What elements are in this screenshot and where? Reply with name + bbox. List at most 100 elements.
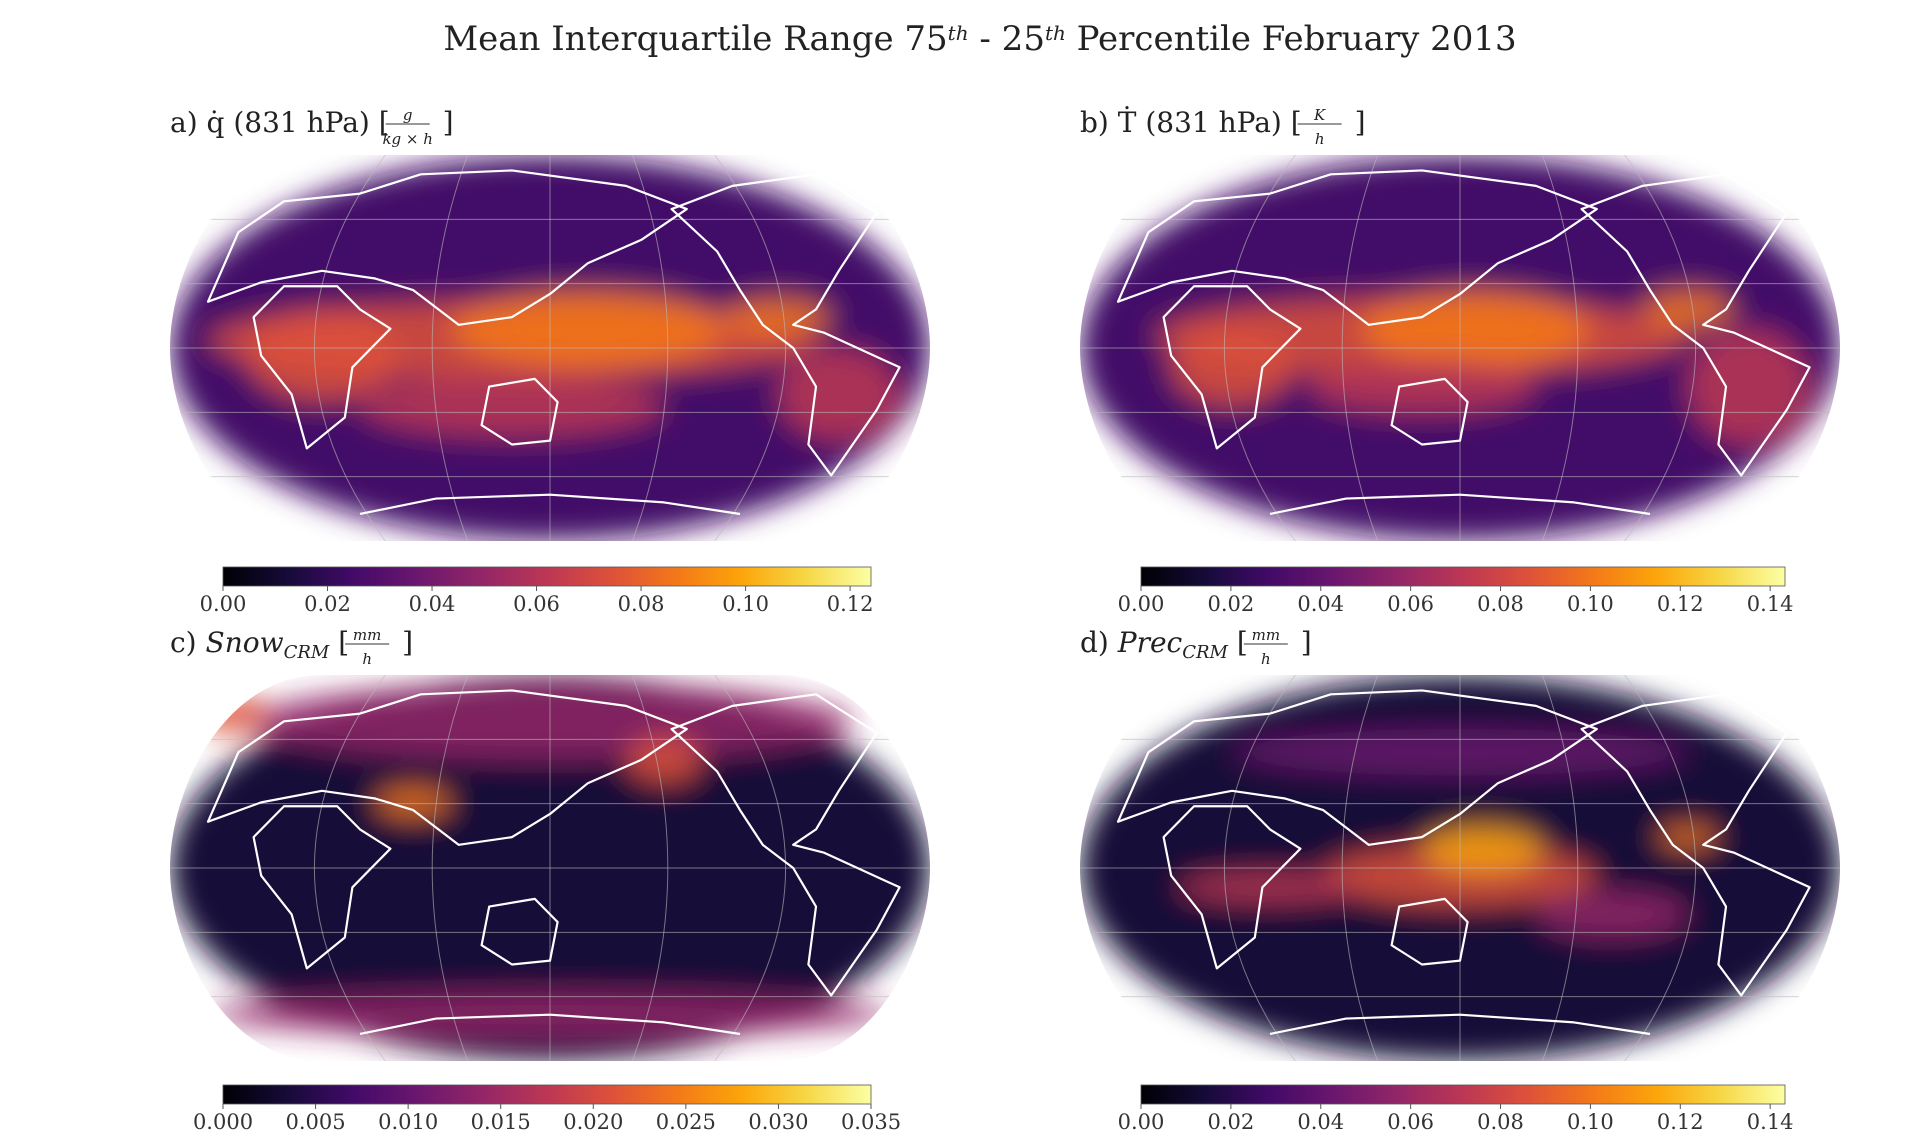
colorbar-tick-label: 0.02 [304,592,351,616]
field-region [360,375,664,437]
coastline [1269,1013,1651,1036]
colorbar-tick-label: 0.00 [1118,592,1165,616]
label-part: CRM [284,642,330,663]
meridian [431,675,469,1061]
meridian [631,675,669,1061]
meridian [1223,675,1296,1061]
field-region [1171,328,1293,406]
field-region [246,309,398,403]
unit-fraction: h [1315,130,1325,148]
unit-fraction: K [1313,106,1326,124]
coastline [480,377,559,446]
field-region [1642,290,1734,329]
colorbar-tick-label: 0.00 [1118,1110,1165,1134]
colorbar-tick-label: 0.08 [1477,1110,1524,1134]
coastline [1580,693,1811,997]
meridian [1541,155,1579,541]
field-region [1308,359,1536,414]
meridian [1541,675,1579,1061]
colorbar-tick-label: 0.12 [827,592,874,616]
colorbar-tick-label: 0.08 [618,592,665,616]
coastline [1162,805,1302,970]
field-region [626,736,702,784]
label-spacer [1346,106,1355,139]
colorbar-tick-label: 0.10 [1567,1110,1614,1134]
unit-fraction: kg × h [382,130,432,148]
label-part: Snow [206,626,284,659]
colorbar [222,1084,872,1105]
colorbar-tick-label: 0.010 [378,1110,438,1134]
meridian [431,155,469,541]
colorbar-tick-label: 0.02 [1207,1110,1254,1134]
field-region [375,786,452,818]
meridian [631,155,669,541]
panel-label: a) q̇ (831 hPa) [ ] [170,106,454,139]
panel-label: d) PrecCRM [ ] [1080,626,1312,663]
map [1080,675,1840,1061]
colorbar-tick-label: 0.04 [1297,592,1344,616]
coastline [206,169,688,326]
map [170,155,930,541]
meridian [1624,155,1697,541]
meridian [313,155,386,541]
label-part: b) Ṫ (831 hPa) [ [1080,106,1302,139]
colorbar-tick-label: 0.14 [1747,592,1794,616]
title-part: Mean Interquartile Range 75 [443,19,947,59]
map [170,675,930,1061]
colorbar-tick-label: 0.12 [1657,1110,1704,1134]
colorbar-tick-label: 0.04 [1297,1110,1344,1134]
unit-fraction: h [362,650,372,668]
field-region [1361,290,1590,368]
colorbar-tick-label: 0.06 [513,592,560,616]
field-region [451,290,725,368]
label-part: [ [1228,626,1248,659]
unit-fraction: h [1261,650,1271,668]
colorbar-tick-label: 0.020 [563,1110,623,1134]
coastline [1162,285,1302,450]
title-part: th [1045,21,1066,45]
coastline [252,285,392,450]
coastline [480,897,559,966]
coastline [670,173,901,477]
meridian [1223,155,1296,541]
label-part: [ [329,626,349,659]
coastline [1116,689,1598,846]
colorbar-tick-label: 0.10 [722,592,769,616]
label-part: a) q̇ (831 hPa) [ [170,106,390,139]
field-region [192,694,269,733]
coastline [359,493,741,516]
colorbar-tick-label: 0.08 [1477,592,1524,616]
field-region [778,348,900,441]
field-region [1688,328,1810,445]
meridian [313,675,386,1061]
colorbar-tick-label: 0.030 [748,1110,808,1134]
label-part: ] [1301,626,1312,659]
map [1080,155,1840,541]
colorbar [222,566,872,587]
colorbar-tick-label: 0.00 [200,592,247,616]
panel-label: b) Ṫ (831 hPa) [ ] [1080,106,1366,139]
colorbar-tick-label: 0.12 [1657,592,1704,616]
colorbar-tick-label: 0.06 [1387,1110,1434,1134]
figure-title: Mean Interquartile Range 75th - 25th Per… [443,19,1516,59]
coastline [359,1013,741,1036]
coastline [206,689,688,846]
title-part: Percentile February 2013 [1066,19,1517,59]
unit-fraction: mm [353,626,381,644]
colorbar [1140,566,1786,587]
colorbar-tick-label: 0.04 [409,592,456,616]
colorbar-tick-label: 0.10 [1567,592,1614,616]
coastline [1269,493,1651,516]
field-region [1422,825,1544,872]
colorbar [1140,1084,1786,1105]
coastline [1116,169,1598,326]
colorbar-tick-label: 0.06 [1387,592,1434,616]
coastline [670,693,901,997]
colorbar-tick-label: 0.025 [656,1110,716,1134]
colorbar-tick-label: 0.015 [471,1110,531,1134]
unit-fraction: g [403,106,413,124]
label-spacer [1292,626,1301,659]
label-spacer [393,626,402,659]
